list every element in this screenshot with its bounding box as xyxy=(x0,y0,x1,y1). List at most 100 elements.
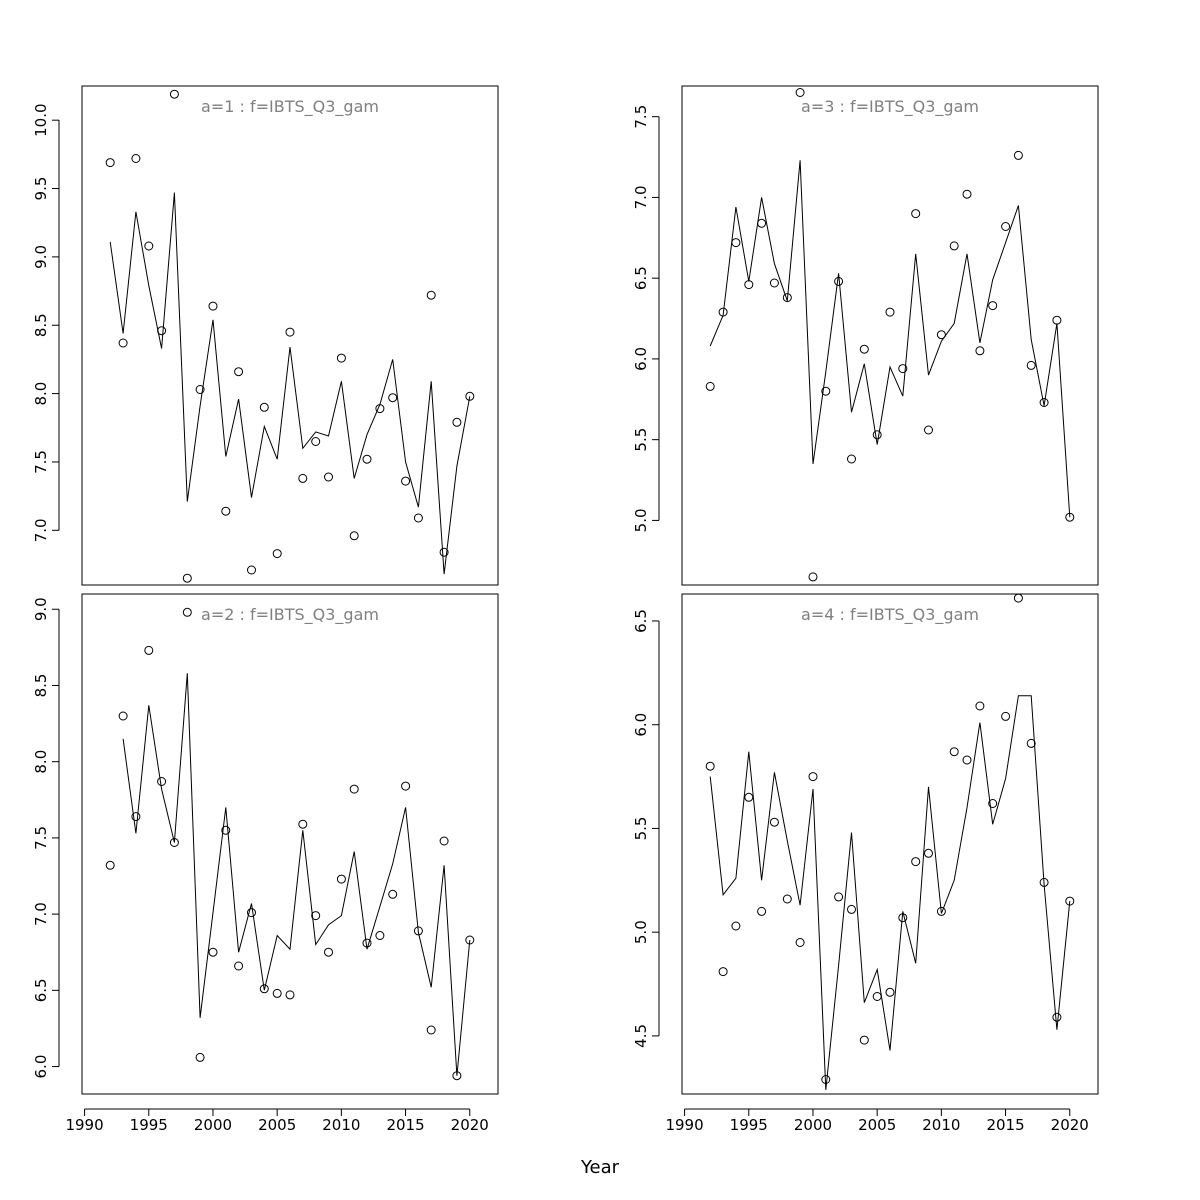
y-tick-label: 8.5 xyxy=(32,313,50,337)
x-axis-label: Year xyxy=(580,1157,620,1178)
data-point xyxy=(375,931,385,940)
data-point xyxy=(362,938,372,948)
data-point xyxy=(105,860,115,870)
data-point xyxy=(247,565,256,575)
panel-2: a=3 : f=IBTS_Q3_gam 5.0 5.5 6.0 6.5 7.0 7.5 xyxy=(632,85,1099,586)
data-point xyxy=(757,218,767,228)
data-point xyxy=(1026,360,1036,370)
data-point xyxy=(1052,315,1062,325)
data-point xyxy=(769,817,779,827)
data-point xyxy=(718,307,728,317)
y-tick-label: 5.5 xyxy=(632,817,650,841)
x-tick-label: 1995 xyxy=(730,1116,768,1134)
data-point xyxy=(885,987,895,997)
data-point xyxy=(426,290,436,300)
data-point xyxy=(388,393,398,403)
data-point xyxy=(234,961,244,971)
panel-title: a=1 : f=IBTS_Q3_gam xyxy=(201,97,379,117)
data-point xyxy=(988,799,998,808)
plot-frame xyxy=(681,85,1099,586)
data-point xyxy=(847,904,856,914)
y-tick-label: 4.5 xyxy=(632,1024,650,1048)
y-tick-label: 7.5 xyxy=(32,450,50,474)
data-point xyxy=(272,988,282,998)
data-point xyxy=(757,906,767,916)
y-tick-label: 6.5 xyxy=(632,609,650,633)
data-point xyxy=(465,391,475,401)
y-tick-label: 8.0 xyxy=(32,750,50,774)
data-point xyxy=(962,755,972,765)
data-point xyxy=(808,772,818,782)
data-point xyxy=(388,889,398,899)
y-tick-label: 9.5 xyxy=(32,177,50,201)
y-tick-label: 6.0 xyxy=(632,347,650,371)
data-point xyxy=(221,506,231,516)
y-tick-label: 9.0 xyxy=(32,245,50,269)
y-tick-label: 7.0 xyxy=(32,902,50,926)
y-tick-label: 5.0 xyxy=(632,508,650,532)
data-point xyxy=(795,938,805,947)
data-point xyxy=(924,425,933,435)
data-point xyxy=(401,781,411,791)
data-point xyxy=(208,947,218,957)
data-point xyxy=(705,381,715,391)
data-point xyxy=(118,711,128,721)
data-point xyxy=(975,701,985,711)
data-point xyxy=(439,836,449,846)
data-point xyxy=(157,777,167,786)
data-point xyxy=(1065,896,1075,906)
fitted-line xyxy=(109,192,471,575)
data-point xyxy=(705,761,715,771)
data-point xyxy=(169,89,179,99)
x-tick-label: 2020 xyxy=(451,1116,489,1134)
y-tick-label: 6.0 xyxy=(632,713,650,737)
y-tick-label: 5.5 xyxy=(632,428,650,452)
plot-frame xyxy=(81,593,499,1095)
data-point xyxy=(911,857,921,867)
data-point xyxy=(247,908,256,918)
data-point xyxy=(349,531,359,541)
data-point xyxy=(452,1071,462,1081)
y-tick-label: 7.5 xyxy=(32,826,50,850)
panel-title: a=3 : f=IBTS_Q3_gam xyxy=(801,97,979,117)
y-tick-label: 6.5 xyxy=(632,266,650,290)
y-tick-label: 9.0 xyxy=(32,597,50,621)
data-point xyxy=(182,607,192,617)
data-point xyxy=(144,241,154,251)
data-point xyxy=(821,1075,831,1084)
data-point xyxy=(234,367,244,377)
y-tick-label: 7.5 xyxy=(632,105,650,129)
y-tick-label: 5.0 xyxy=(632,920,650,944)
x-tick-label: 1995 xyxy=(130,1116,168,1134)
y-tick-label: 6.0 xyxy=(32,1055,50,1079)
data-point xyxy=(795,88,805,97)
data-point xyxy=(872,430,882,440)
plot-frame xyxy=(81,85,499,586)
data-point xyxy=(413,926,423,936)
x-tick-label: 2020 xyxy=(1051,1116,1089,1134)
data-point xyxy=(962,189,972,199)
panel-3: a=2 : f=IBTS_Q3_gam 6.0 6.5 7.0 7.5 8.0 8.5 9.0… xyxy=(32,593,499,1134)
data-point xyxy=(259,402,269,412)
data-point xyxy=(324,472,333,482)
x-tick-label: 2010 xyxy=(322,1116,360,1134)
data-point xyxy=(975,346,985,356)
data-point xyxy=(349,784,359,794)
data-point xyxy=(1001,711,1011,721)
y-tick-label: 10.0 xyxy=(32,103,50,136)
y-tick-label: 7.0 xyxy=(632,185,650,209)
data-point xyxy=(744,792,754,802)
plot-frame xyxy=(681,593,1099,1095)
data-point xyxy=(131,154,141,163)
data-point xyxy=(324,947,333,957)
data-point xyxy=(924,848,933,858)
fitted-line xyxy=(122,673,471,1076)
data-point xyxy=(936,906,946,916)
data-point xyxy=(718,967,728,977)
x-tick-label: 2000 xyxy=(194,1116,232,1134)
data-point xyxy=(808,572,818,582)
fitted-line xyxy=(709,160,1071,518)
y-tick-label: 6.5 xyxy=(32,978,50,1002)
data-point xyxy=(731,238,741,248)
data-point xyxy=(1039,398,1049,407)
